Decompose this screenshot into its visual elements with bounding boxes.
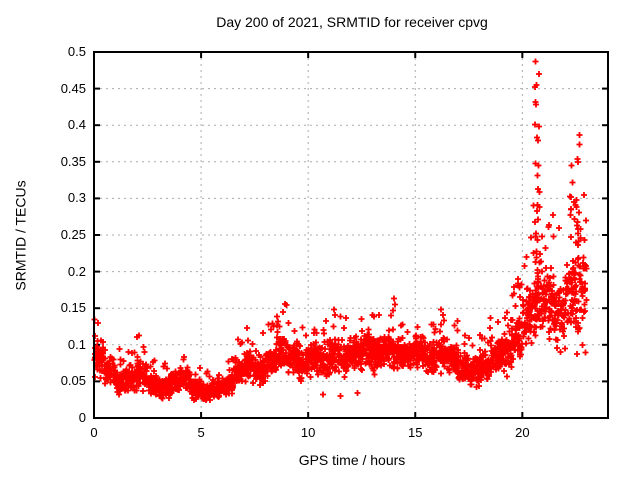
y-tick-label: 0.3 [67,190,86,206]
y-tick-label: 0.45 [60,80,86,96]
y-tick-label: 0.4 [67,117,86,133]
x-tick-label: 0 [90,425,98,440]
y-tick-label: 0.35 [60,153,86,169]
y-tick-label: 0.1 [67,336,86,352]
y-tick-label: 0.15 [60,300,86,316]
y-tick-label: 0.5 [67,44,86,59]
x-tick-label: 15 [408,425,423,440]
y-axis-label: SRMTID / TECUs [12,180,29,291]
y-tick-label: 0.25 [60,227,86,242]
y-tick-label: 0.2 [67,263,86,279]
x-tick-label: 5 [197,425,205,440]
plot-border [93,51,609,419]
data-points [91,58,590,403]
grid-lines [94,52,608,418]
y-tick-label: 0 [78,410,86,425]
x-tick-label: 20 [515,425,530,440]
x-tick-label: 10 [300,425,316,440]
y-tick-label: 0.05 [60,373,86,389]
chart-title: Day 200 of 2021, SRMTID for receiver cpv… [216,14,488,30]
x-axis-label: GPS time / hours [298,452,406,468]
